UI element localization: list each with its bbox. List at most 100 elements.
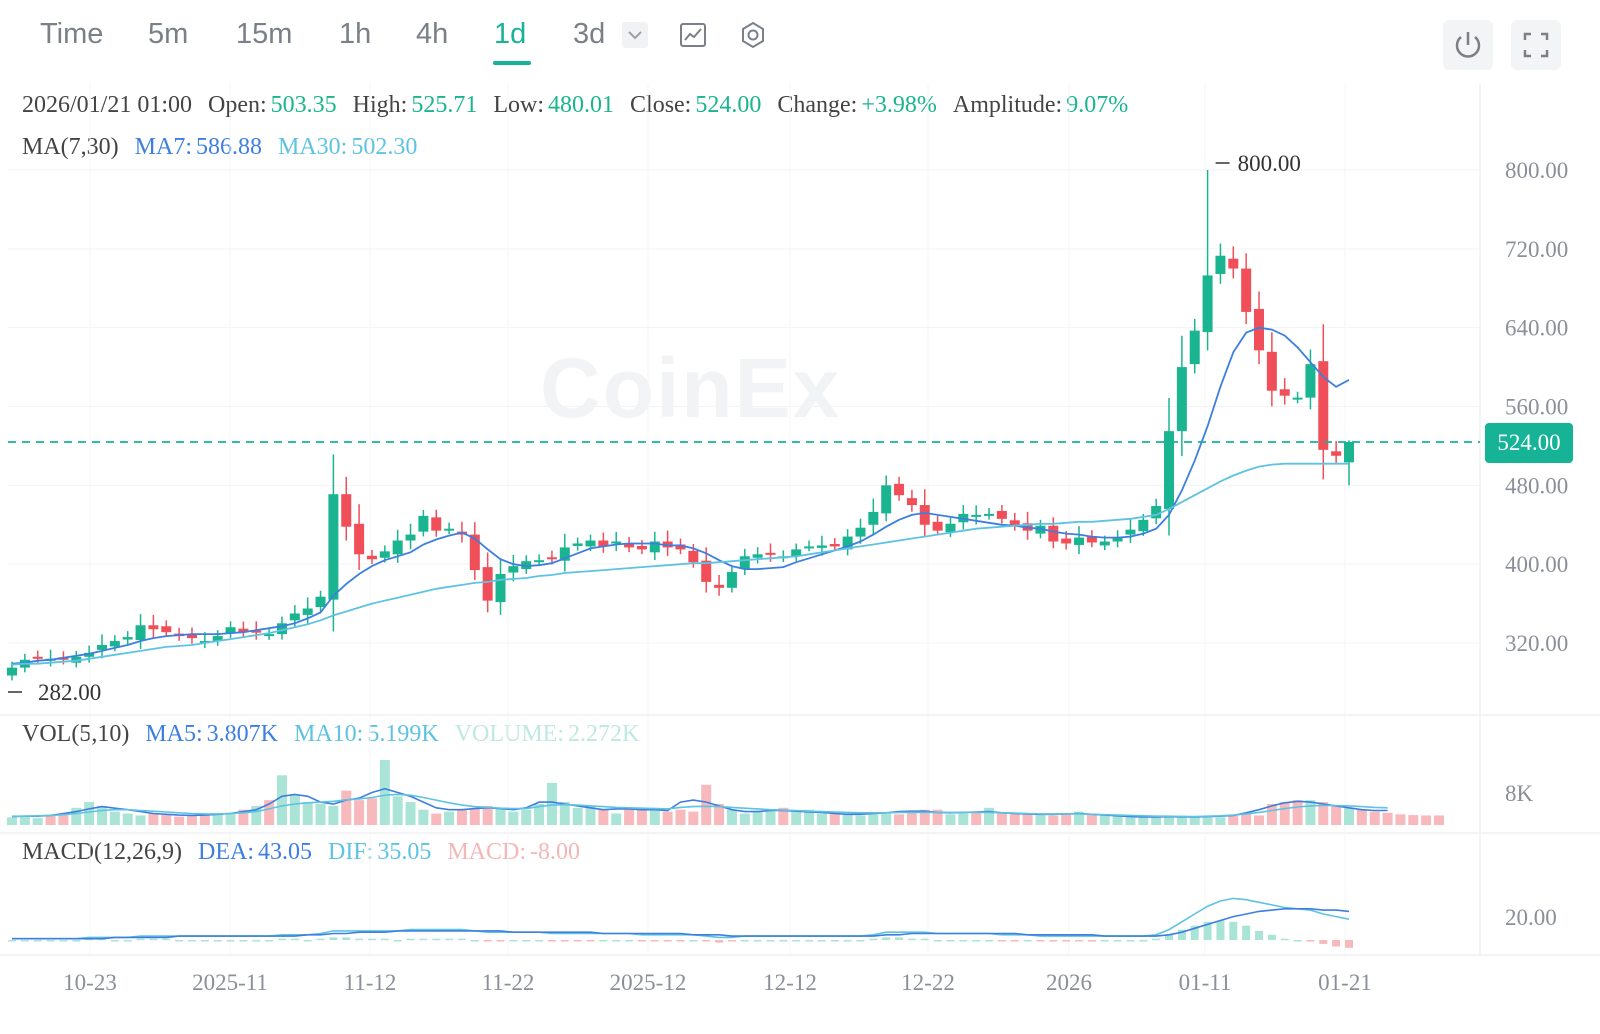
macd-histogram-bar — [355, 938, 364, 941]
candle-body — [1086, 536, 1097, 543]
candle-body — [135, 625, 146, 641]
candle-body — [366, 555, 377, 560]
candle-body — [649, 541, 660, 553]
tab-5m[interactable]: 5m — [148, 18, 189, 50]
volume-bar — [984, 807, 995, 825]
tab-1h[interactable]: 1h — [339, 18, 372, 50]
high-value: 525.71 — [411, 92, 478, 118]
volume-bar — [701, 784, 712, 825]
candle-body — [315, 596, 326, 608]
macd-histogram-bar — [72, 940, 81, 942]
macd-histogram-bar — [650, 940, 659, 942]
candle-body — [598, 540, 609, 547]
volume-bar — [1395, 814, 1406, 825]
candle-body — [251, 630, 262, 633]
volume-bar — [958, 813, 969, 825]
time-tick-label: 11-22 — [482, 970, 535, 995]
volume-bar — [1112, 815, 1123, 825]
macd-histogram-bar — [136, 938, 145, 941]
tab-15m[interactable]: 15m — [236, 18, 293, 50]
candle-body — [418, 515, 429, 532]
power-icon[interactable] — [1443, 20, 1493, 70]
macd-histogram-bar — [445, 938, 454, 941]
macd-histogram-bar — [1075, 940, 1084, 942]
candle-body — [585, 540, 596, 547]
macd-histogram-bar — [779, 940, 788, 942]
volume-bar — [778, 807, 789, 825]
candle-body — [289, 613, 300, 621]
macd-histogram-bar — [380, 938, 389, 941]
macd-value: -8.00 — [530, 839, 581, 865]
tab-4h[interactable]: 4h — [416, 18, 449, 50]
macd-histogram-bar — [290, 938, 299, 941]
chart-type-icon[interactable] — [678, 20, 708, 50]
macd-histogram-bar — [187, 940, 196, 942]
macd-histogram-bar — [483, 940, 492, 942]
chevron-down-icon[interactable] — [622, 22, 648, 48]
price-tick-label: 480.00 — [1505, 473, 1568, 498]
volume-bar — [328, 805, 339, 825]
candle-body — [1112, 537, 1123, 542]
ma7-value: 586.88 — [196, 134, 262, 160]
volume-bar — [174, 816, 185, 825]
candle-body — [431, 517, 442, 531]
candle-body — [752, 554, 763, 558]
macd-histogram-bar — [239, 940, 248, 942]
volume-bar — [636, 809, 647, 825]
candle-body — [1048, 525, 1059, 542]
macd-histogram-bar — [1255, 930, 1264, 940]
macd-histogram-bar — [753, 940, 762, 942]
candle-body — [996, 510, 1007, 519]
volume-bar — [1344, 807, 1354, 825]
macd-tick-label: 20.00 — [1505, 905, 1557, 930]
candle-body — [534, 560, 545, 563]
vol-legend: VOL(5,10) MA5: 3.807K MA10: 5.199K VOLUME: 2.2… — [22, 721, 640, 747]
volume-bar — [58, 813, 69, 825]
volume-bar — [868, 813, 879, 825]
volume-tick-label: 8K — [1505, 781, 1534, 806]
candle-body — [1254, 308, 1265, 351]
dea-line — [12, 907, 1350, 940]
candle-body — [829, 543, 840, 547]
macd-histogram-bar — [367, 938, 376, 941]
macd-histogram-bar — [856, 940, 865, 942]
candle-body — [212, 636, 223, 642]
macd-histogram-bar — [1293, 940, 1302, 942]
volume-bar — [1138, 817, 1149, 825]
macd-histogram-bar — [959, 940, 968, 942]
candle-body — [521, 561, 532, 570]
volume-bar — [1189, 817, 1200, 825]
volume-bar — [842, 813, 853, 825]
macd-histogram-bar — [882, 937, 891, 940]
candle-body — [1099, 541, 1110, 546]
volume-bar — [572, 807, 583, 825]
ma30-line — [11, 462, 1349, 666]
candle-body — [906, 498, 917, 506]
macd-histogram-bar — [59, 940, 68, 942]
candle-body — [341, 494, 352, 527]
coinex-watermark: CoinEx — [540, 341, 842, 435]
settings-icon[interactable] — [738, 20, 768, 50]
volume-bar — [366, 798, 377, 825]
macd-histogram-bar — [792, 940, 801, 942]
macd-histogram-bar — [252, 940, 261, 942]
tab-3d[interactable]: 3d — [573, 18, 606, 50]
volume-bar — [135, 815, 146, 825]
macd-histogram-bar — [8, 940, 16, 942]
macd-histogram-bar — [625, 940, 634, 942]
tab-time[interactable]: Time — [40, 18, 104, 50]
fullscreen-icon[interactable] — [1511, 20, 1561, 70]
time-tick-label: 12-22 — [901, 970, 955, 995]
candle-body — [804, 546, 815, 549]
candle-body — [1215, 255, 1226, 274]
ohlc-info: 2026/01/21 01:00 Open: 503.35 High: 525.71 Lo… — [22, 92, 1129, 118]
volume-bar — [881, 813, 892, 825]
macd-histogram-bar — [1049, 940, 1058, 942]
volume-bar — [1061, 813, 1072, 825]
tab-1d[interactable]: 1d — [494, 18, 527, 50]
candle-body — [739, 556, 750, 570]
candle-body — [572, 543, 583, 546]
ma7-line — [11, 326, 1350, 665]
macd-histogram-bar — [1332, 940, 1341, 947]
